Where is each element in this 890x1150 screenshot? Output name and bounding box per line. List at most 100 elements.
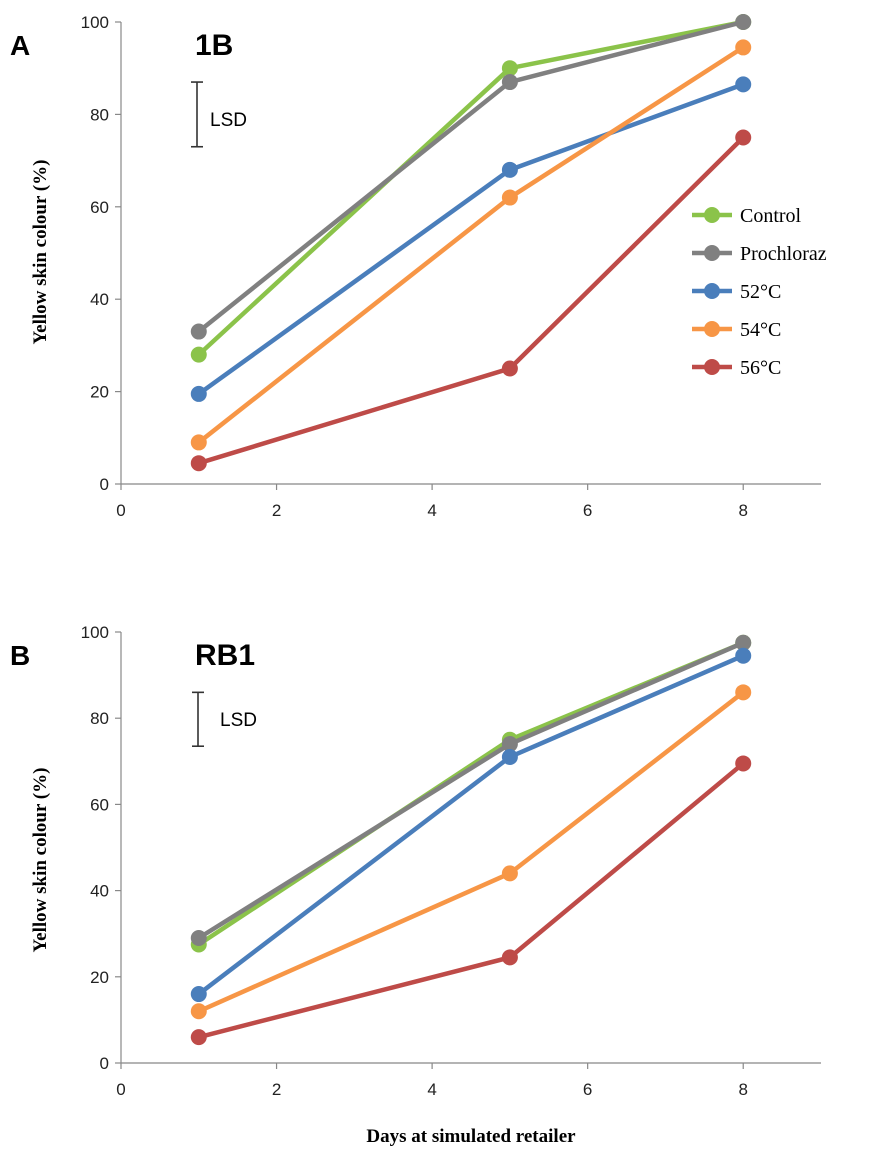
y-tick-label: 40 xyxy=(90,882,109,901)
data-point xyxy=(190,1003,207,1020)
x-tick-label: 4 xyxy=(427,1080,436,1099)
series-56c xyxy=(190,755,752,1046)
y-tick-label: 60 xyxy=(90,198,109,217)
data-point xyxy=(501,161,518,178)
data-point xyxy=(735,39,752,56)
series-56c xyxy=(190,129,752,472)
y-tick-label: 40 xyxy=(90,290,109,309)
legend-item: 54°C xyxy=(692,319,781,341)
series-line xyxy=(197,19,744,357)
y-tick-label: 20 xyxy=(90,968,109,987)
y-tick-label: 100 xyxy=(81,13,109,32)
legend-label: Prochloraz xyxy=(740,243,827,265)
x-tick-label: 4 xyxy=(427,501,436,520)
data-point xyxy=(190,455,207,472)
x-tick-label: 0 xyxy=(116,1080,125,1099)
panel-title: 1B xyxy=(195,29,233,62)
lsd-bar xyxy=(191,81,203,148)
data-point xyxy=(501,736,518,753)
series-control xyxy=(190,14,752,363)
data-point xyxy=(501,360,518,377)
axes: 0 20 40 60 80 100 0 2 4 6 8 xyxy=(81,13,821,520)
legend-item: Prochloraz xyxy=(692,243,827,265)
data-point xyxy=(735,634,752,651)
y-axis-label: Yellow skin colour (%) xyxy=(30,768,51,953)
data-point xyxy=(735,129,752,146)
x-tick-label: 0 xyxy=(116,501,125,520)
y-tick-label: 0 xyxy=(100,1054,109,1073)
panel-title: RB1 xyxy=(195,639,255,672)
x-tick-label: 6 xyxy=(583,501,592,520)
series-54c xyxy=(190,39,752,451)
panel-b: B RB1 Yellow skin colour (%) LSD Days at… xyxy=(10,623,821,1147)
legend-swatch-marker xyxy=(704,245,720,261)
data-point xyxy=(501,60,518,77)
data-point xyxy=(190,434,207,451)
series-52c xyxy=(190,647,752,1003)
data-point xyxy=(735,684,752,701)
y-axis-label: Yellow skin colour (%) xyxy=(30,160,51,345)
legend-label: 52°C xyxy=(740,281,781,303)
lsd-label: LSD xyxy=(220,710,257,731)
series-group xyxy=(190,634,752,1046)
data-point xyxy=(190,930,207,947)
x-tick-label: 2 xyxy=(272,501,281,520)
x-tick-label: 6 xyxy=(583,1080,592,1099)
axes: 0 20 40 60 80 100 0 2 4 6 8 xyxy=(81,623,821,1099)
panel-a: A 1B Yellow skin colour (%) LSD 02040608… xyxy=(10,13,827,520)
series-line xyxy=(197,19,744,334)
x-axis-label: Days at simulated retailer xyxy=(366,1126,576,1147)
legend-swatch-marker xyxy=(704,207,720,223)
data-point xyxy=(735,14,752,30)
data-point xyxy=(190,1029,207,1046)
series-line xyxy=(197,640,745,947)
series-line xyxy=(197,82,744,396)
series-line xyxy=(197,690,745,1014)
y-tick-label: 0 xyxy=(100,475,109,494)
legend-item: 52°C xyxy=(692,281,781,303)
legend-item: Control xyxy=(692,205,802,227)
x-tick-label: 8 xyxy=(738,501,747,520)
y-tick-label: 100 xyxy=(81,623,109,642)
legend-label: 54°C xyxy=(740,319,781,341)
lsd-bar xyxy=(192,691,204,748)
legend-label: 56°C xyxy=(740,357,781,379)
x-tick-label: 8 xyxy=(738,1080,747,1099)
data-point xyxy=(735,755,752,772)
series-line xyxy=(197,653,745,996)
legend-swatch-marker xyxy=(704,283,720,299)
panel-letter: A xyxy=(10,30,30,61)
legend: Control Prochloraz 52°C 54°C 56°C xyxy=(692,205,827,379)
series-prochloraz xyxy=(190,634,752,947)
data-point xyxy=(190,986,207,1003)
legend-swatch-marker xyxy=(704,321,720,337)
data-point xyxy=(501,74,518,91)
legend-item: 56°C xyxy=(692,357,781,379)
series-line xyxy=(198,761,745,1040)
y-tick-label: 60 xyxy=(90,795,109,814)
data-point xyxy=(501,949,518,966)
y-tick-label: 20 xyxy=(90,383,109,402)
data-point xyxy=(501,189,518,206)
legend-label: Control xyxy=(740,205,802,227)
data-point xyxy=(190,385,207,402)
data-point xyxy=(735,76,752,93)
data-point xyxy=(190,346,207,363)
series-52c xyxy=(190,76,752,402)
data-point xyxy=(190,323,207,340)
series-54c xyxy=(190,684,752,1020)
y-tick-label: 80 xyxy=(90,105,109,124)
data-point xyxy=(501,865,518,882)
panel-letter: B xyxy=(10,640,30,671)
series-prochloraz xyxy=(190,14,752,340)
series-line xyxy=(197,640,745,940)
lsd-label: LSD xyxy=(210,110,247,131)
y-tick-label: 80 xyxy=(90,709,109,728)
series-group xyxy=(190,14,752,472)
legend-swatch-marker xyxy=(704,359,720,375)
data-point xyxy=(501,748,518,765)
series-line xyxy=(198,135,745,466)
series-control xyxy=(190,634,752,953)
x-tick-label: 2 xyxy=(272,1080,281,1099)
